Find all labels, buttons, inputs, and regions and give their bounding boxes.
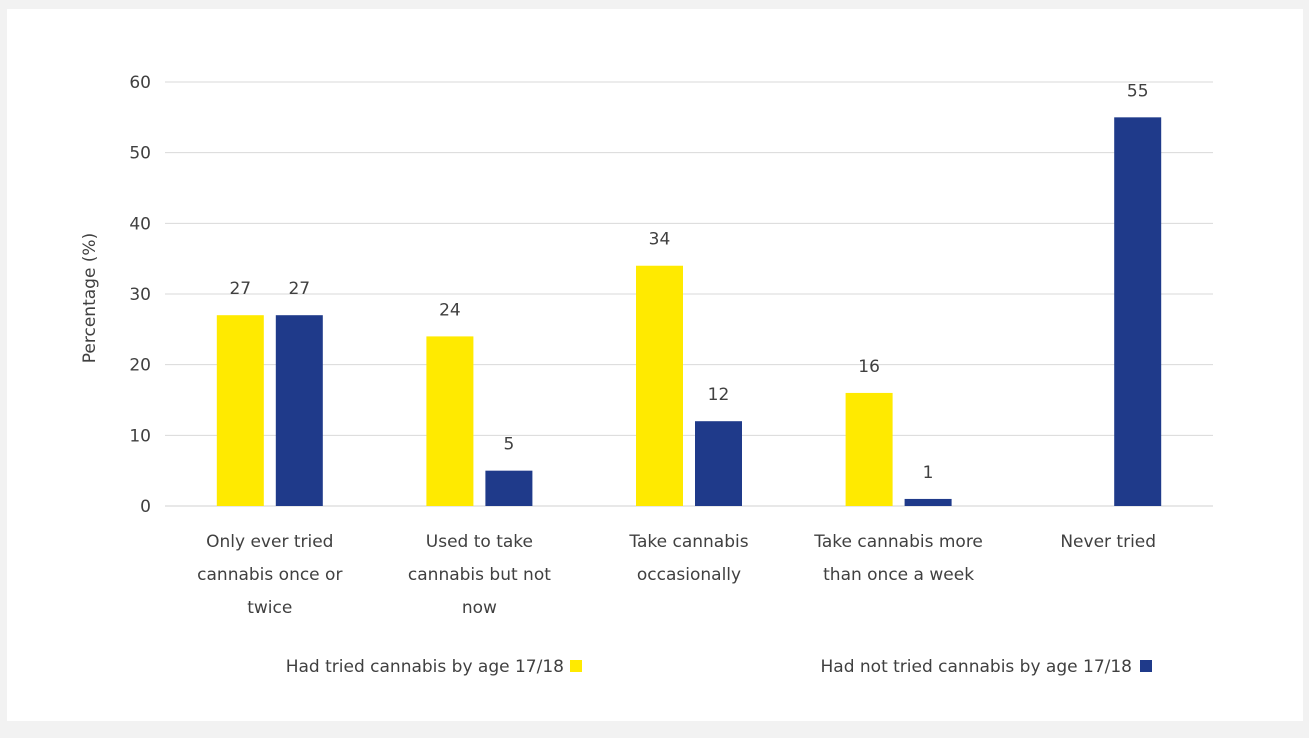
legend-swatch [1140,660,1152,672]
x-category-line: occasionally [637,565,741,585]
bar [216,315,264,506]
x-category-line: Take cannabis [628,532,748,552]
x-category-line: now [462,598,497,618]
data-label: 55 [1127,81,1149,101]
y-tick-label: 10 [129,426,151,446]
bar [426,336,474,506]
data-label: 16 [858,357,880,377]
y-axis-ticks: 0 10 20 30 40 50 60 [129,73,151,517]
x-category-line: Only ever tried [206,532,333,552]
x-category-line: Used to take [426,532,533,552]
data-label: 27 [288,279,310,299]
bars [216,117,1162,506]
x-category-line: cannabis once or [197,565,342,585]
bar [1114,117,1162,506]
y-tick-label: 40 [129,214,151,234]
bar [636,265,683,506]
legend-label: Had tried cannabis by age 17/18 [286,657,564,677]
bar [904,498,952,506]
legend-swatch [570,660,582,672]
y-tick-label: 0 [140,497,151,517]
data-label: 34 [649,230,671,250]
x-category-label: Never tried [1060,532,1156,552]
bar-chart: 0 10 20 30 40 50 60 27 27 24 5 34 12 16 1 55 Only ever… [80,73,1213,677]
data-label: 1 [923,463,934,483]
data-label: 24 [439,300,461,320]
bar [485,470,533,506]
x-category-label: Take cannabis more than once a week [813,532,983,585]
x-category-line: cannabis but not [408,565,551,585]
bar [845,392,893,506]
gridlines [165,81,1213,507]
x-category-line: than once a week [823,565,974,585]
x-category-line: twice [247,598,292,618]
data-label: 5 [503,435,514,455]
x-category-label: Only ever tried cannabis once or twice [197,532,342,618]
y-tick-label: 30 [129,285,151,305]
legend: Had tried cannabis by age 17/18 Had not t… [286,657,1152,677]
x-category-label: Take cannabis occasionally [628,532,748,585]
x-category-line: Never tried [1060,532,1156,552]
y-tick-label: 20 [129,356,151,376]
chart-card: 0 10 20 30 40 50 60 27 27 24 5 34 12 16 1 55 Only ever… [7,9,1303,721]
legend-label: Had not tried cannabis by age 17/18 [821,657,1133,677]
data-label: 27 [229,279,251,299]
data-label: 12 [708,385,730,405]
category-labels: Only ever tried cannabis once or twice Used… [197,532,1156,618]
bar [275,315,323,506]
y-tick-label: 50 [129,144,151,164]
x-category-line: Take cannabis more [813,532,983,552]
x-category-label: Used to take cannabis but not now [408,532,551,618]
y-tick-label: 60 [129,73,151,93]
bar [695,421,742,506]
y-axis-label: Percentage (%) [80,233,100,363]
data-labels: 27 27 24 5 34 12 16 1 55 [229,81,1148,483]
